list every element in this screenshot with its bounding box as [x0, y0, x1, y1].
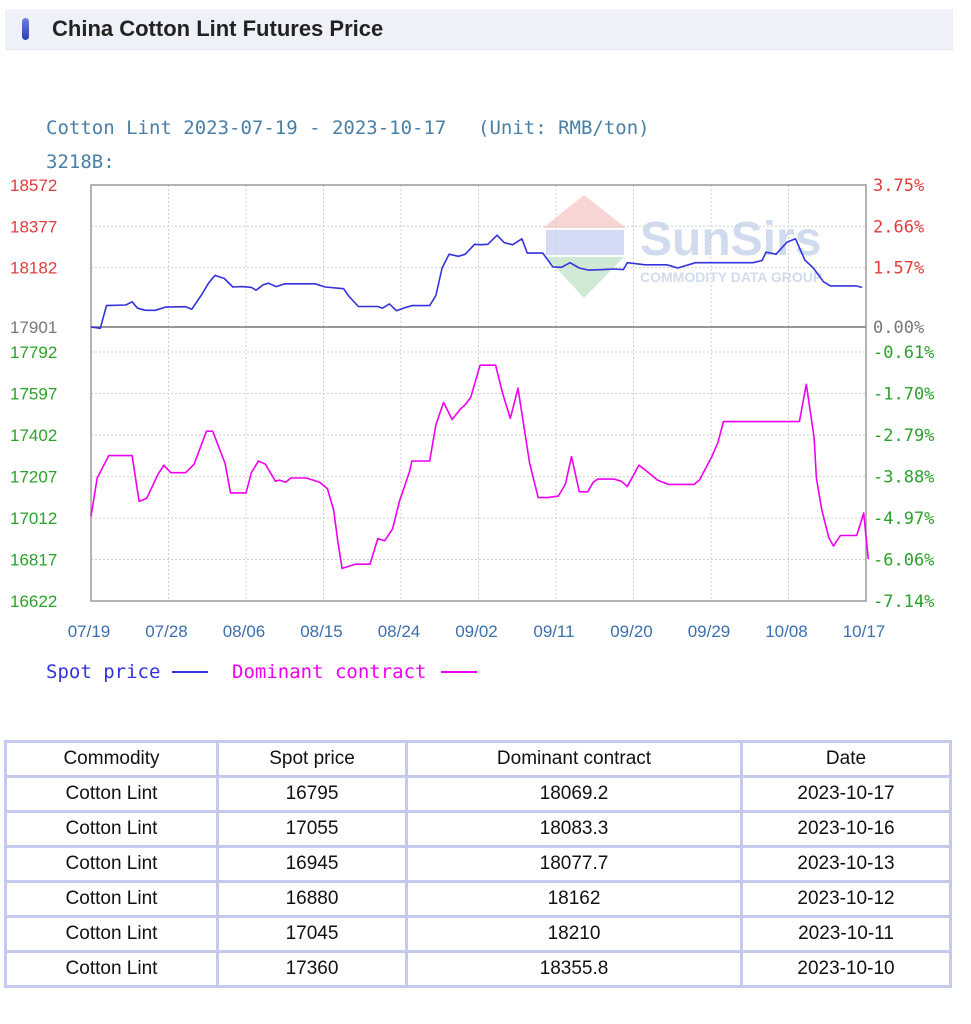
pct-tick-label: -4.97% [873, 509, 934, 529]
cell-commodity: Cotton Lint [4, 915, 219, 953]
y-tick-label: 17207 [10, 468, 57, 487]
cell-commodity: Cotton Lint [4, 775, 219, 813]
header-spot-price: Spot price [216, 740, 408, 778]
x-tick-label: 08/15 [300, 622, 343, 641]
cell-date: 2023-10-16 [740, 810, 952, 848]
x-tick-label: 09/02 [455, 622, 498, 641]
chart-frame [90, 184, 867, 602]
table-header-row: Commodity Spot price Dominant contract D… [4, 740, 952, 778]
y-tick-label: 17012 [10, 509, 57, 528]
left-axis-labels: 18572 18377 18182 17901 17792 17597 17402 17207… [10, 176, 57, 611]
cell-commodity: Cotton Lint [4, 880, 219, 918]
cell-dominant-contract: 18162 [405, 880, 743, 918]
pct-tick-label: 2.66% [873, 217, 924, 237]
cell-date: 2023-10-11 [740, 915, 952, 953]
x-tick-label: 09/11 [533, 622, 574, 641]
x-tick-label: 09/29 [688, 622, 731, 641]
y-tick-label: 18572 [10, 176, 57, 195]
y-tick-label: 17792 [10, 343, 57, 362]
title-marker-icon [22, 18, 29, 40]
dominant-contract-line [90, 364, 870, 570]
header-commodity: Commodity [4, 740, 219, 778]
y-tick-label: 16622 [10, 592, 57, 611]
cell-dominant-contract: 18210 [405, 915, 743, 953]
spot-price-line [90, 234, 863, 330]
right-axis-labels: 3.75% 2.66% 1.57% 0.00% -0.61% -1.70% -2.79% -3… [873, 176, 934, 612]
pct-tick-label: 1.57% [873, 259, 924, 279]
title-bar: China Cotton Lint Futures Price [5, 9, 953, 50]
chart-title: Cotton Lint 2023-07-19 - 2023-10-17 [46, 117, 446, 139]
pct-tick-label: 3.75% [873, 176, 924, 196]
watermark-brand: SunSirs [640, 213, 821, 266]
header-date: Date [740, 740, 952, 778]
sunsirs-watermark: SunSirs COMMODITY DATA GROUP [543, 195, 822, 298]
chart-code: 3218B: [46, 151, 115, 173]
cell-spot-price: 17055 [216, 810, 408, 848]
price-chart: SunSirs COMMODITY DATA GROUP Cotton Lint… [10, 117, 934, 683]
legend-dominant-contract-label: Dominant contract [232, 661, 426, 683]
cell-dominant-contract: 18069.2 [405, 775, 743, 813]
cell-date: 2023-10-12 [740, 880, 952, 918]
table-row: Cotton Lint 16795 18069.2 2023-10-17 [4, 775, 952, 813]
x-tick-label: 07/19 [68, 622, 111, 641]
pct-tick-label: -6.06% [873, 551, 934, 571]
cell-commodity: Cotton Lint [4, 950, 219, 988]
cell-spot-price: 17045 [216, 915, 408, 953]
table-row: Cotton Lint 17045 18210 2023-10-11 [4, 915, 952, 953]
y-tick-label: 17901 [10, 318, 57, 337]
cell-dominant-contract: 18355.8 [405, 950, 743, 988]
pct-tick-label: -3.88% [873, 468, 934, 488]
cell-spot-price: 17360 [216, 950, 408, 988]
x-tick-label: 09/20 [610, 622, 653, 641]
chart-grid [91, 185, 866, 601]
y-tick-label: 18377 [10, 217, 57, 236]
cell-spot-price: 16795 [216, 775, 408, 813]
x-tick-label: 07/28 [145, 622, 188, 641]
x-tick-label: 08/06 [223, 622, 266, 641]
chart-legend: Spot price Dominant contract [46, 661, 477, 683]
watermark-tagline: COMMODITY DATA GROUP [640, 269, 822, 285]
cell-date: 2023-10-13 [740, 845, 952, 883]
legend-spot-price-label: Spot price [46, 661, 160, 683]
cell-commodity: Cotton Lint [4, 810, 219, 848]
cell-spot-price: 16945 [216, 845, 408, 883]
cell-dominant-contract: 18083.3 [405, 810, 743, 848]
x-tick-label: 10/17 [843, 622, 886, 641]
table-row: Cotton Lint 17360 18355.8 2023-10-10 [4, 950, 952, 988]
cell-date: 2023-10-10 [740, 950, 952, 988]
cell-commodity: Cotton Lint [4, 845, 219, 883]
x-tick-label: 08/24 [378, 622, 421, 641]
pct-tick-label: -2.79% [873, 426, 934, 446]
page-title: China Cotton Lint Futures Price [52, 16, 384, 41]
watermark-logo-base-icon [546, 257, 624, 298]
x-axis-labels: 07/19 07/28 08/06 08/15 08/24 09/02 09/11 09/20… [68, 622, 886, 641]
header-dominant-contract: Dominant contract [405, 740, 743, 778]
pct-tick-label: 0.00% [873, 318, 924, 338]
table-row: Cotton Lint 16945 18077.7 2023-10-13 [4, 845, 952, 883]
pct-tick-label: -7.14% [873, 592, 934, 612]
table-row: Cotton Lint 17055 18083.3 2023-10-16 [4, 810, 952, 848]
pct-tick-label: -1.70% [873, 385, 934, 405]
chart-unit: (Unit: RMB/ton) [478, 117, 650, 139]
series-lines [90, 234, 870, 570]
cell-date: 2023-10-17 [740, 775, 952, 813]
watermark-logo-roof-icon [543, 195, 626, 228]
y-tick-label: 17402 [10, 426, 57, 445]
x-tick-label: 10/08 [765, 622, 808, 641]
cell-dominant-contract: 18077.7 [405, 845, 743, 883]
y-tick-label: 16817 [10, 551, 57, 570]
watermark-logo-band-icon [546, 230, 624, 255]
plot-border [90, 184, 867, 602]
price-table: Commodity Spot price Dominant contract D… [4, 740, 952, 988]
pct-tick-label: -0.61% [873, 343, 934, 363]
cell-spot-price: 16880 [216, 880, 408, 918]
y-tick-label: 18182 [10, 259, 57, 278]
table-row: Cotton Lint 16880 18162 2023-10-12 [4, 880, 952, 918]
y-tick-label: 17597 [10, 385, 57, 404]
